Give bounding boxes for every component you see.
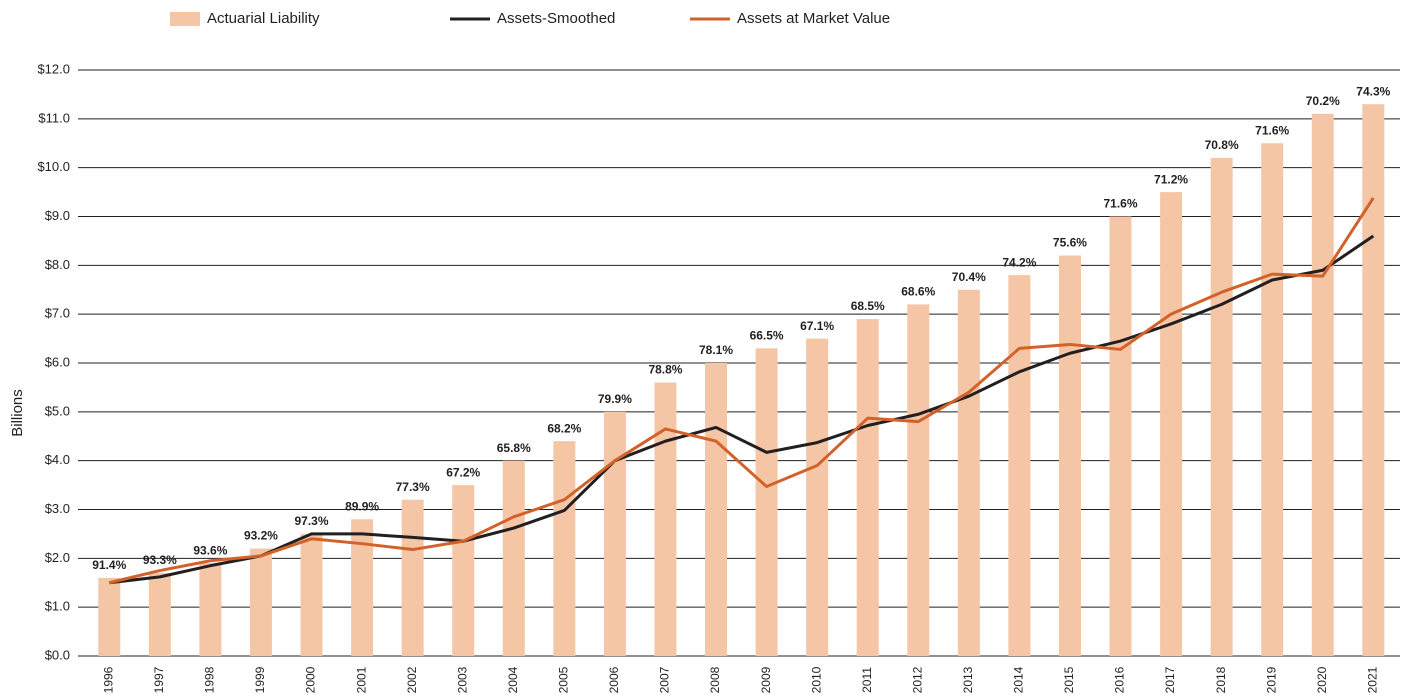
- bar-annotation: 77.3%: [396, 480, 430, 494]
- bar: [148, 572, 171, 656]
- bar: [806, 338, 829, 656]
- bar-annotation: 66.5%: [750, 329, 784, 343]
- x-tick-label: 1997: [152, 666, 166, 693]
- x-tick-label: 2010: [809, 666, 823, 693]
- y-tick-label: $3.0: [45, 501, 70, 516]
- bar: [907, 304, 930, 656]
- y-tick-label: $0.0: [45, 647, 70, 662]
- line: [108, 197, 1375, 585]
- x-tick-label: 2016: [1113, 666, 1127, 693]
- bar-annotation: 93.6%: [193, 543, 227, 557]
- x-tick-label: 2000: [304, 666, 318, 693]
- bar-annotation: 71.2%: [1154, 172, 1188, 186]
- bar: [1008, 275, 1031, 656]
- x-tick-label: 2014: [1012, 666, 1026, 693]
- bar: [1311, 113, 1334, 656]
- bar: [705, 363, 728, 656]
- x-tick-label: 2008: [708, 666, 722, 693]
- y-tick-label: $7.0: [45, 306, 70, 321]
- bar-annotation: 93.2%: [244, 529, 278, 543]
- bar-annotation: 75.6%: [1053, 236, 1087, 250]
- bar-annotation: 97.3%: [295, 514, 329, 528]
- line: [109, 234, 1375, 585]
- bar-annotation: 68.2%: [547, 421, 581, 435]
- bar: [351, 519, 374, 656]
- bar: [553, 441, 576, 656]
- y-tick-label: $8.0: [45, 257, 70, 272]
- bar-annotation: 74.2%: [1002, 255, 1036, 269]
- bar: [502, 460, 525, 656]
- x-tick-label: 1998: [203, 666, 217, 693]
- bar: [1261, 143, 1284, 656]
- bar: [957, 289, 980, 656]
- y-tick-label: $2.0: [45, 550, 70, 565]
- bar: [452, 485, 475, 656]
- bar: [603, 411, 626, 656]
- bar-annotation: 93.3%: [143, 553, 177, 567]
- bar-annotation: 78.1%: [699, 343, 733, 357]
- bar-annotation: 74.3%: [1356, 84, 1390, 98]
- bar: [856, 319, 879, 656]
- legend-swatch: [170, 12, 200, 26]
- bar: [300, 533, 323, 656]
- bar: [654, 382, 677, 656]
- bar: [249, 548, 272, 656]
- bar: [1160, 192, 1183, 657]
- bar-annotation: 70.2%: [1306, 94, 1340, 108]
- x-tick-label: 2019: [1264, 666, 1278, 693]
- x-tick-label: 2002: [405, 666, 419, 693]
- bar-annotation: 67.2%: [446, 465, 480, 479]
- legend-label: Actuarial Liability: [207, 10, 320, 27]
- legend-label: Assets at Market Value: [737, 10, 890, 27]
- x-tick-label: 2005: [557, 666, 571, 693]
- x-tick-label: 2004: [506, 666, 520, 693]
- bar: [98, 577, 121, 656]
- bar-annotation: 89.9%: [345, 499, 379, 513]
- y-tick-label: $12.0: [37, 61, 70, 76]
- bar: [1058, 255, 1081, 657]
- x-tick-label: 2009: [759, 666, 773, 693]
- x-tick-label: 2003: [455, 666, 469, 693]
- bar-annotation: 78.8%: [648, 363, 682, 377]
- bar-annotation: 71.6%: [1103, 197, 1137, 211]
- y-tick-label: $10.0: [37, 159, 70, 174]
- x-tick-label: 2012: [910, 666, 924, 693]
- bar: [755, 348, 778, 656]
- bar-annotation: 65.8%: [497, 441, 531, 455]
- bar-annotation: 68.6%: [901, 285, 935, 299]
- x-tick-label: 1999: [253, 666, 267, 693]
- bar-annotation: 70.8%: [1205, 138, 1239, 152]
- x-tick-label: 2015: [1062, 666, 1076, 693]
- legend-label: Assets-Smoothed: [497, 10, 615, 27]
- x-tick-label: 2007: [658, 666, 672, 693]
- x-tick-label: 2017: [1163, 666, 1177, 693]
- x-tick-label: 2013: [961, 666, 975, 693]
- x-tick-label: 2018: [1214, 666, 1228, 693]
- bar-annotation: 71.6%: [1255, 123, 1289, 137]
- x-tick-label: 2001: [354, 666, 368, 693]
- x-tick-label: 2011: [860, 667, 874, 693]
- bar: [1362, 104, 1385, 656]
- bar-annotation: 67.1%: [800, 319, 834, 333]
- x-tick-label: 2006: [607, 666, 621, 693]
- bar: [401, 499, 424, 656]
- bar: [1210, 157, 1233, 656]
- bar-annotation: 68.5%: [851, 299, 885, 313]
- y-tick-label: $6.0: [45, 354, 70, 369]
- bar: [1109, 216, 1132, 656]
- y-tick-label: $4.0: [45, 452, 70, 467]
- x-tick-label: 2021: [1365, 666, 1379, 693]
- x-tick-label: 1996: [101, 666, 115, 693]
- bar-annotation: 91.4%: [92, 558, 126, 572]
- bar: [199, 563, 222, 656]
- y-tick-label: $11.0: [38, 110, 70, 125]
- x-tick-label: 2020: [1315, 666, 1329, 693]
- y-axis-label: Billions: [9, 389, 26, 437]
- y-tick-label: $9.0: [45, 208, 70, 223]
- bar-annotation: 70.4%: [952, 270, 986, 284]
- bar-annotation: 79.9%: [598, 392, 632, 406]
- y-tick-label: $1.0: [45, 599, 70, 614]
- y-tick-label: $5.0: [45, 403, 70, 418]
